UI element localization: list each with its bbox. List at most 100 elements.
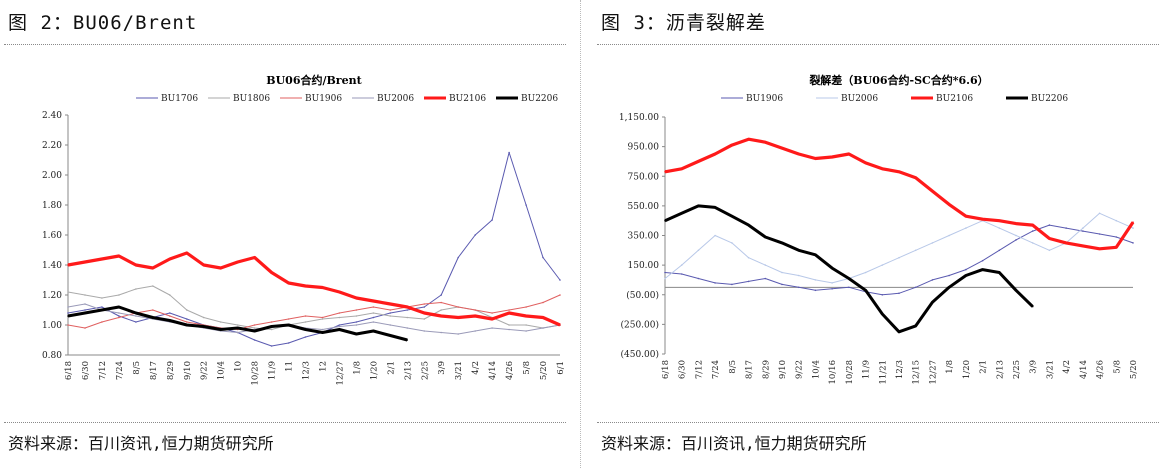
data-point [84, 309, 86, 311]
data-point [355, 333, 358, 335]
data-point [559, 294, 561, 296]
data-point [389, 324, 392, 326]
data-point [680, 212, 683, 215]
legend-label: BU2006 [841, 94, 878, 104]
x-tick-label: 2/25 [420, 361, 430, 380]
data-point [219, 321, 222, 323]
data-point [848, 286, 850, 289]
data-point [287, 282, 290, 284]
y-tick-label: (450.00) [620, 349, 659, 360]
data-point [152, 267, 154, 269]
data-point [253, 339, 256, 341]
data-point [864, 162, 867, 164]
data-point [664, 271, 666, 274]
data-point [270, 321, 273, 323]
data-point [542, 327, 544, 329]
data-point [525, 204, 527, 206]
data-point [508, 324, 510, 326]
data-point [898, 292, 900, 295]
y-tick-label: 1.60 [42, 231, 62, 241]
data-point [67, 264, 69, 266]
y-tick-label: 1,150.00 [619, 113, 659, 123]
x-tick-label: 11/21 [878, 360, 888, 385]
y-tick-label: (50.00) [626, 290, 659, 301]
x-tick-label: 4/14 [488, 361, 498, 380]
x-tick-label: 1/20 [962, 360, 972, 379]
data-point [372, 312, 375, 314]
y-tick-label: 1.20 [42, 291, 62, 301]
data-point [423, 303, 426, 305]
legend-label: BU2006 [377, 94, 414, 104]
x-tick-label: 10/4 [217, 361, 227, 380]
x-tick-label: 9/22 [200, 361, 210, 380]
data-point [389, 334, 392, 337]
data-point [781, 147, 783, 149]
data-point [118, 316, 120, 319]
data-point [101, 309, 103, 311]
data-point [797, 274, 800, 277]
figure-panel-right: 图 3：沥青裂解差 裂解差（BU06合约-SC合约*6.6） 1,150.00 95… [593, 0, 1163, 468]
data-point [236, 327, 239, 329]
data-point [135, 321, 137, 323]
data-point [814, 289, 817, 292]
data-point [84, 261, 86, 263]
data-point [1015, 239, 1017, 241]
data-point [998, 227, 1001, 229]
data-point [664, 171, 666, 173]
data-point [525, 306, 527, 308]
data-point [898, 331, 900, 333]
data-point [372, 321, 375, 323]
data-point [747, 138, 750, 140]
x-tick-label: 2/13 [995, 360, 1005, 379]
data-point [355, 324, 358, 326]
data-point [864, 289, 867, 292]
x-tick-label: 4/14 [1079, 360, 1089, 379]
x-tick-label: 3/9 [437, 361, 447, 375]
x-tick-label: 12/27 [335, 361, 345, 386]
data-point [135, 315, 137, 317]
data-point [118, 294, 120, 296]
legend-label: BU1806 [233, 94, 270, 104]
data-point [525, 330, 527, 332]
x-tick-label: 9/10 [778, 360, 788, 379]
data-point [831, 282, 833, 284]
data-point [491, 312, 493, 314]
x-tick-label: 12/27 [928, 360, 938, 385]
data-point [781, 283, 783, 286]
data-point [664, 219, 666, 222]
data-point [508, 312, 510, 314]
data-point [474, 309, 477, 311]
data-point [1132, 221, 1134, 223]
x-tick-label: 3/21 [1045, 360, 1055, 379]
data-point [1098, 233, 1101, 235]
x-tick-label: 8/29 [761, 360, 771, 379]
y-tick-label: 150.00 [628, 261, 660, 271]
x-tick-label: 10/4 [811, 360, 821, 379]
data-point [998, 219, 1001, 222]
data-point [948, 286, 950, 289]
figure-title: 图 2：BU06/Brent [8, 12, 198, 34]
data-point [372, 300, 375, 302]
rule-bottom [597, 422, 1159, 423]
data-point [389, 312, 392, 314]
data-point [253, 256, 256, 259]
data-point [440, 309, 443, 311]
data-point [219, 328, 222, 331]
data-point [1082, 245, 1084, 247]
data-point [202, 316, 205, 319]
x-tick-label: 4/2 [1062, 360, 1072, 374]
data-point [152, 316, 154, 319]
data-point [931, 190, 934, 192]
data-point [101, 306, 103, 308]
x-tick-label: 8/29 [166, 361, 176, 380]
x-tick-label: 6/30 [678, 360, 688, 379]
data-point [389, 315, 392, 317]
source-note: 资料来源：百川资讯,恒力期货研究所 [601, 434, 867, 453]
data-point [491, 327, 493, 329]
x-tick-label: 1/20 [369, 361, 379, 380]
x-tick-label: 10/28 [845, 360, 855, 385]
data-point [338, 325, 341, 328]
data-point [981, 218, 984, 220]
y-tick-label: 750.00 [628, 172, 660, 182]
data-point [304, 315, 307, 317]
